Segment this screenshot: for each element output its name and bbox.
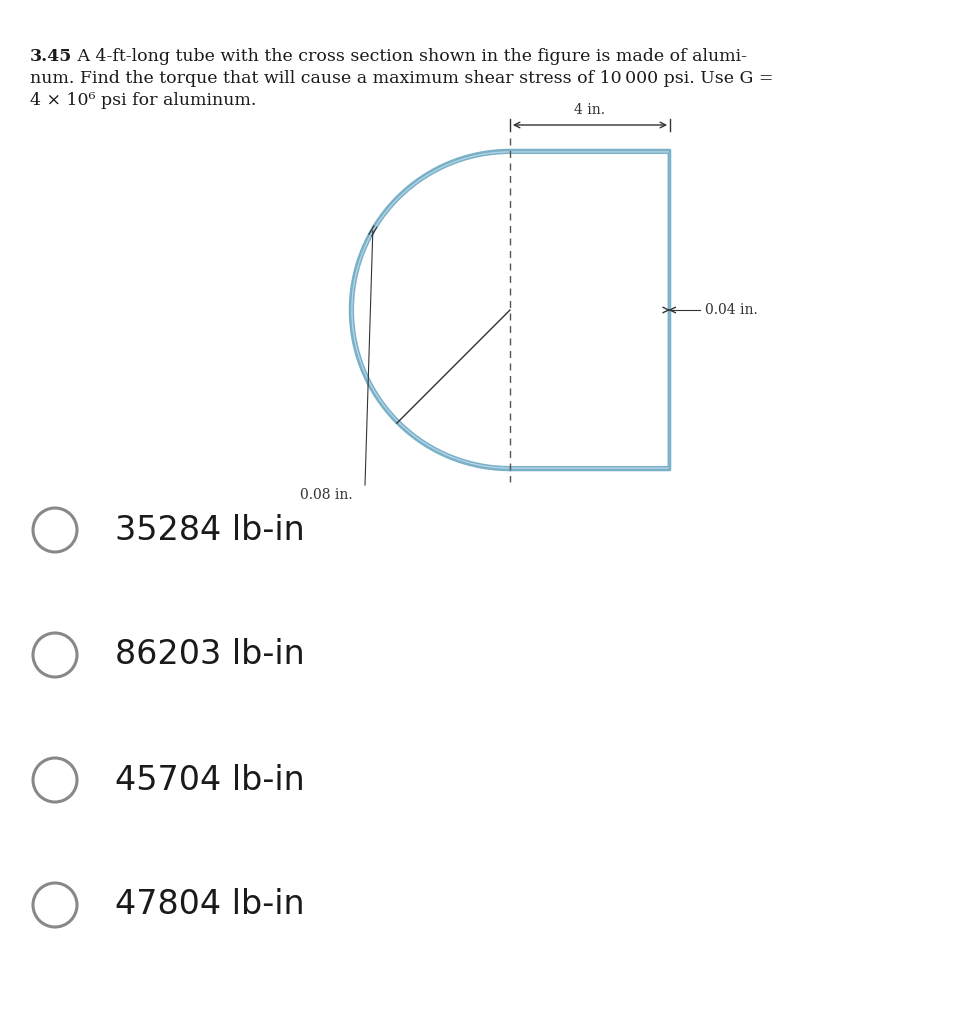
Text: 4 in.: 4 in.: [574, 103, 605, 117]
Text: 86203 lb-in: 86203 lb-in: [115, 639, 304, 672]
Polygon shape: [350, 150, 670, 470]
Text: 35284 lb-in: 35284 lb-in: [115, 513, 304, 546]
Text: 47804 lb-in: 47804 lb-in: [115, 888, 304, 922]
Polygon shape: [353, 153, 668, 467]
Text: num. Find the torque that will cause a maximum shear stress of 10 000 psi. Use G: num. Find the torque that will cause a m…: [30, 70, 772, 87]
Text: 45704 lb-in: 45704 lb-in: [115, 764, 304, 796]
Text: A 4-ft-long tube with the cross section shown in the figure is made of alumi-: A 4-ft-long tube with the cross section …: [72, 48, 746, 65]
Text: 0.04 in.: 0.04 in.: [704, 303, 757, 317]
Text: 0.08 in.: 0.08 in.: [299, 488, 353, 502]
Text: 4 × 10⁶ psi for aluminum.: 4 × 10⁶ psi for aluminum.: [30, 92, 256, 109]
Text: 3.45: 3.45: [30, 48, 73, 65]
Text: 4 in.: 4 in.: [461, 352, 489, 381]
